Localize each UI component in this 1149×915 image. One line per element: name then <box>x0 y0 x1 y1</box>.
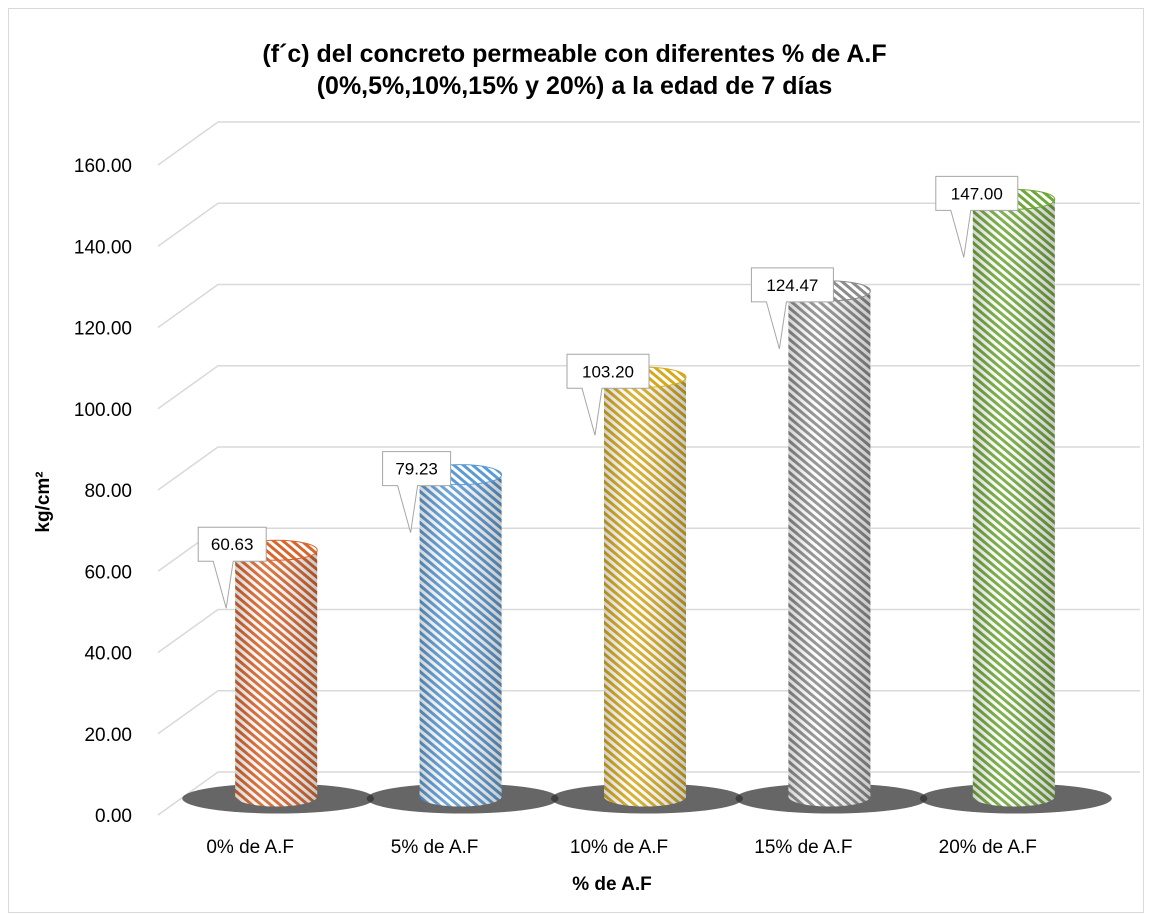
x-tick-label: 0% de A.F <box>206 837 294 858</box>
bar-shading <box>604 377 686 807</box>
x-tick-label: 5% de A.F <box>391 837 479 858</box>
data-label: 103.20 <box>566 353 650 436</box>
chart-title: (f´c) del concreto permeable con diferen… <box>0 38 1149 102</box>
chart-title-line-1: (f´c) del concreto permeable con diferen… <box>262 40 887 68</box>
data-label-callout <box>566 353 650 436</box>
data-label-callout <box>197 526 267 609</box>
y-tick-label: 100.00 <box>74 400 132 421</box>
y-tick-label: 140.00 <box>74 237 132 258</box>
y-tick-label: 20.00 <box>84 725 132 746</box>
data-label: 124.47 <box>750 267 834 349</box>
bar-shading <box>788 290 871 807</box>
y-tick-label: 40.00 <box>84 644 132 665</box>
x-axis-title: % de A.F <box>572 874 652 895</box>
y-tick-label: 0.00 <box>95 806 132 827</box>
y-tick-label: 80.00 <box>84 481 132 502</box>
data-label-callout <box>382 451 452 533</box>
data-label-text: 60.63 <box>211 535 254 554</box>
bar <box>972 188 1056 807</box>
data-label: 79.23 <box>382 451 452 533</box>
data-label-text: 79.23 <box>395 460 438 479</box>
chart-frame <box>8 8 1144 913</box>
chart-title-line-2: (0%,5%,10%,15% y 20%) a la edad de 7 día… <box>316 72 833 100</box>
x-tick-label: 20% de A.F <box>939 837 1037 858</box>
gridline <box>157 121 1140 166</box>
data-label-text: 147.00 <box>951 184 1003 203</box>
y-tick-label: 120.00 <box>74 319 132 340</box>
y-tick-label: 160.00 <box>74 156 132 177</box>
bar <box>234 539 318 807</box>
x-tick-label: 15% de A.F <box>754 837 852 858</box>
data-label-text: 124.47 <box>766 276 818 295</box>
bar-shading <box>419 474 502 807</box>
y-axis-title: kg/cm² <box>33 471 54 532</box>
bar <box>419 464 503 807</box>
data-label: 147.00 <box>935 175 1019 258</box>
x-tick-labels: 0% de A.F 5% de A.F 10% de A.F 15% de A.F 20… <box>206 837 1037 858</box>
bars <box>234 188 1056 807</box>
data-labels: 60.63 79.23 103.20 124.47 147.00 <box>197 175 1019 609</box>
x-tick-label: 10% de A.F <box>570 837 668 858</box>
bar <box>603 366 687 807</box>
y-tick-label: 60.00 <box>84 562 132 583</box>
bar <box>787 280 871 807</box>
data-label-text: 103.20 <box>582 362 634 381</box>
gridline <box>157 202 1140 247</box>
y-tick-labels: 0.00 20.00 40.00 60.00 80.00 100.00 120.00 140.… <box>74 156 132 827</box>
bar-shading <box>235 550 318 807</box>
data-label-callout <box>935 175 1019 258</box>
data-label-callout <box>750 267 834 349</box>
bar-shading <box>972 199 1055 807</box>
data-label: 60.63 <box>197 526 267 609</box>
